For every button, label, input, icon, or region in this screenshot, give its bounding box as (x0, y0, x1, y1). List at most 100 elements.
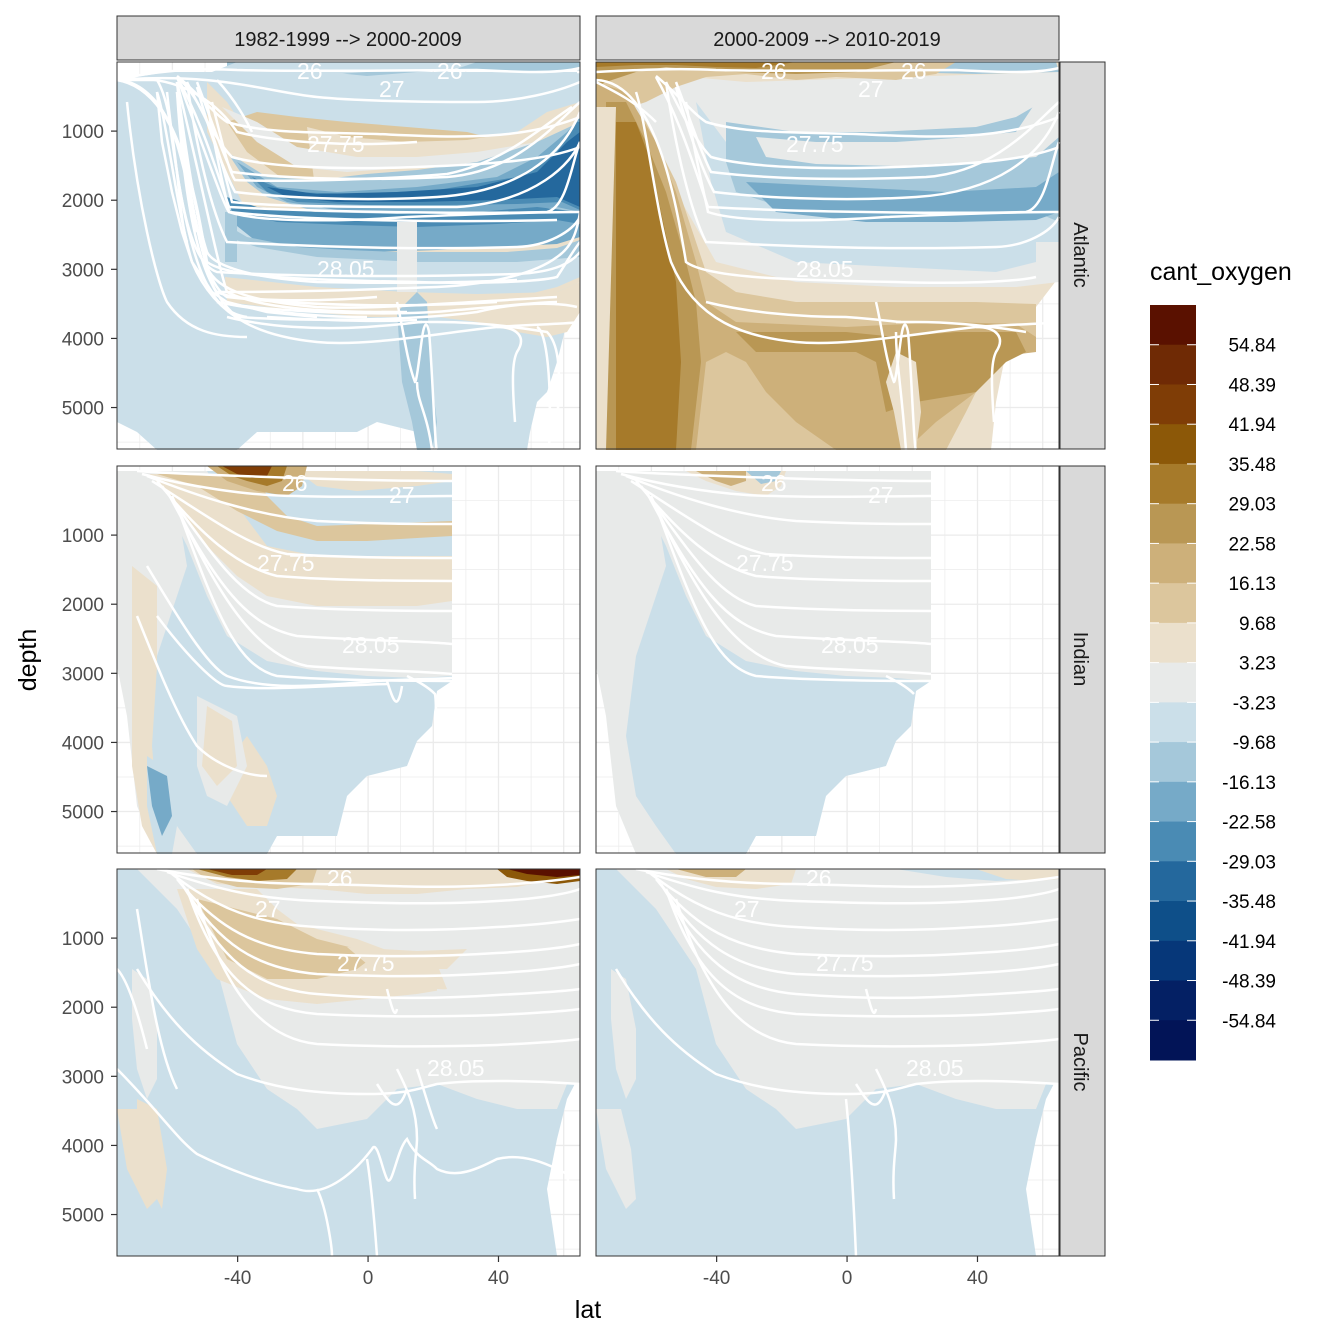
contour-label-28-05: 28.05 (317, 256, 375, 282)
x-tick-label: -40 (703, 1268, 730, 1289)
legend-swatch (1150, 662, 1196, 703)
strip-col-2: 2000-2009 --> 2010-2019 (595, 15, 1060, 61)
legend-title: cant_oxygen (1150, 258, 1292, 286)
legend-swatch (1150, 702, 1196, 743)
legend-label: -16.13 (1222, 773, 1276, 794)
strip-col-2-label: 2000-2009 --> 2010-2019 (713, 29, 940, 51)
contour-label-26: 26 (761, 470, 787, 496)
contour-label-27-75: 27.75 (337, 950, 395, 976)
contour-label-27: 27 (389, 482, 415, 508)
strip-row-3-label: Pacific (1069, 1033, 1091, 1092)
y-tick-label: 2000 (62, 191, 104, 212)
y-tick-label: 5000 (62, 803, 104, 824)
contour-label-27-75: 27.75 (307, 131, 365, 157)
panel-atlantic-2: 26 26 27 27.75 28.05 (595, 58, 1061, 452)
x-tick-label: 40 (488, 1268, 509, 1289)
contour-label-28-05: 28.05 (427, 1055, 485, 1081)
y-tick-label: 1000 (62, 929, 104, 950)
strip-row-3: Pacific (1059, 868, 1106, 1257)
legend-label: 35.48 (1228, 455, 1276, 476)
strip-row-2: Indian (1059, 465, 1106, 854)
panel-atlantic-1: 26 26 27 27.75 28.05 (116, 58, 582, 452)
panel-indian-1: 26 27 27.75 28.05 (116, 465, 581, 854)
strip-col-1-label: 1982-1999 --> 2000-2009 (234, 29, 461, 51)
y-tick-label: 3000 (62, 1067, 104, 1088)
x-axes: -40 0 40 -40 0 40 (224, 1256, 988, 1289)
contour-label-28-05: 28.05 (906, 1055, 964, 1081)
legend-swatch (1150, 305, 1196, 346)
x-axis-title: lat (575, 1296, 601, 1324)
contour-label-27: 27 (734, 896, 760, 922)
legend-swatch (1150, 980, 1196, 1021)
y-tick-label: 4000 (62, 329, 104, 350)
legend-label: -48.39 (1222, 972, 1276, 993)
legend-swatch (1150, 622, 1196, 664)
legend-swatch (1150, 861, 1196, 902)
legend-swatch (1150, 1020, 1196, 1061)
y-tick-label: 5000 (62, 399, 104, 420)
legend-label: 22.58 (1228, 534, 1276, 555)
y-tick-label: 4000 (62, 1136, 104, 1157)
contour-label-27: 27 (255, 896, 281, 922)
legend-label: -3.23 (1233, 693, 1276, 714)
legend-label: 54.84 (1228, 336, 1276, 357)
legend-swatch (1150, 781, 1196, 823)
x-tick-label: 0 (363, 1268, 374, 1289)
contour-label-27: 27 (858, 76, 884, 102)
legend-label: 3.23 (1239, 654, 1276, 675)
legend-labels: 54.84 48.39 41.94 35.48 29.03 22.58 16.13 9.68 3… (1150, 336, 1276, 1032)
contour-label-28-05: 28.05 (796, 256, 854, 282)
legend-label: -54.84 (1222, 1011, 1276, 1032)
contour-label-28-05: 28.05 (342, 632, 400, 658)
y-tick-label: 3000 (62, 260, 104, 281)
legend-swatch (1150, 821, 1196, 862)
strip-row-1: Atlantic (1059, 61, 1106, 450)
x-tick-label: -40 (224, 1268, 251, 1289)
panel-pacific-1: 26 27 27.75 28.05 (116, 865, 581, 1257)
y-tick-label: 1000 (62, 122, 104, 143)
strip-col-1: 1982-1999 --> 2000-2009 (116, 15, 581, 61)
legend-swatch (1150, 940, 1196, 982)
legend-label: 9.68 (1239, 614, 1276, 635)
legend-label: -35.48 (1222, 892, 1276, 913)
legend-label: 16.13 (1228, 574, 1276, 595)
legend-swatch (1150, 463, 1196, 505)
x-tick-label: 0 (842, 1268, 853, 1289)
legend-label: -9.68 (1233, 733, 1276, 754)
x-tick-label: 40 (967, 1268, 988, 1289)
y-axes: 1000 2000 3000 4000 5000 1000 2000 3000 4000 5000… (62, 122, 117, 1227)
legend-swatch (1150, 384, 1196, 425)
legend-label: -22.58 (1222, 813, 1276, 834)
legend-label: 41.94 (1228, 415, 1276, 436)
legend-label: 48.39 (1228, 375, 1276, 396)
strip-row-2-label: Indian (1069, 632, 1091, 687)
strip-row-1-label: Atlantic (1069, 222, 1091, 288)
legend: cant_oxygen 54.84 48.39 41.94 35.48 29.03 22.… (1150, 258, 1292, 1061)
panel-indian-2: 26 27 27.75 28.05 (595, 465, 1060, 854)
contour-label-27-75: 27.75 (257, 550, 315, 576)
y-tick-label: 3000 (62, 664, 104, 685)
legend-swatch (1150, 424, 1196, 465)
y-tick-label: 5000 (62, 1206, 104, 1227)
legend-label: -41.94 (1222, 932, 1276, 953)
y-tick-label: 2000 (62, 595, 104, 616)
legend-swatch (1150, 543, 1196, 584)
contour-label-27-75: 27.75 (736, 550, 794, 576)
contour-label-27: 27 (379, 76, 405, 102)
contour-label-27: 27 (868, 482, 894, 508)
contour-label-26: 26 (282, 470, 308, 496)
contour-label-27-75: 27.75 (816, 950, 874, 976)
panel-pacific-2: 26 27 27.75 28.05 (595, 865, 1060, 1257)
contour-label-27-75: 27.75 (786, 131, 844, 157)
y-tick-label: 1000 (62, 526, 104, 547)
legend-label: 29.03 (1228, 495, 1276, 516)
legend-label: -29.03 (1222, 852, 1276, 873)
legend-swatch (1150, 583, 1196, 624)
contour-label-28-05: 28.05 (821, 632, 879, 658)
legend-colorbar (1150, 305, 1196, 1061)
legend-swatch (1150, 344, 1196, 385)
legend-swatch (1150, 901, 1196, 942)
legend-swatch (1150, 742, 1196, 783)
y-tick-label: 2000 (62, 998, 104, 1019)
